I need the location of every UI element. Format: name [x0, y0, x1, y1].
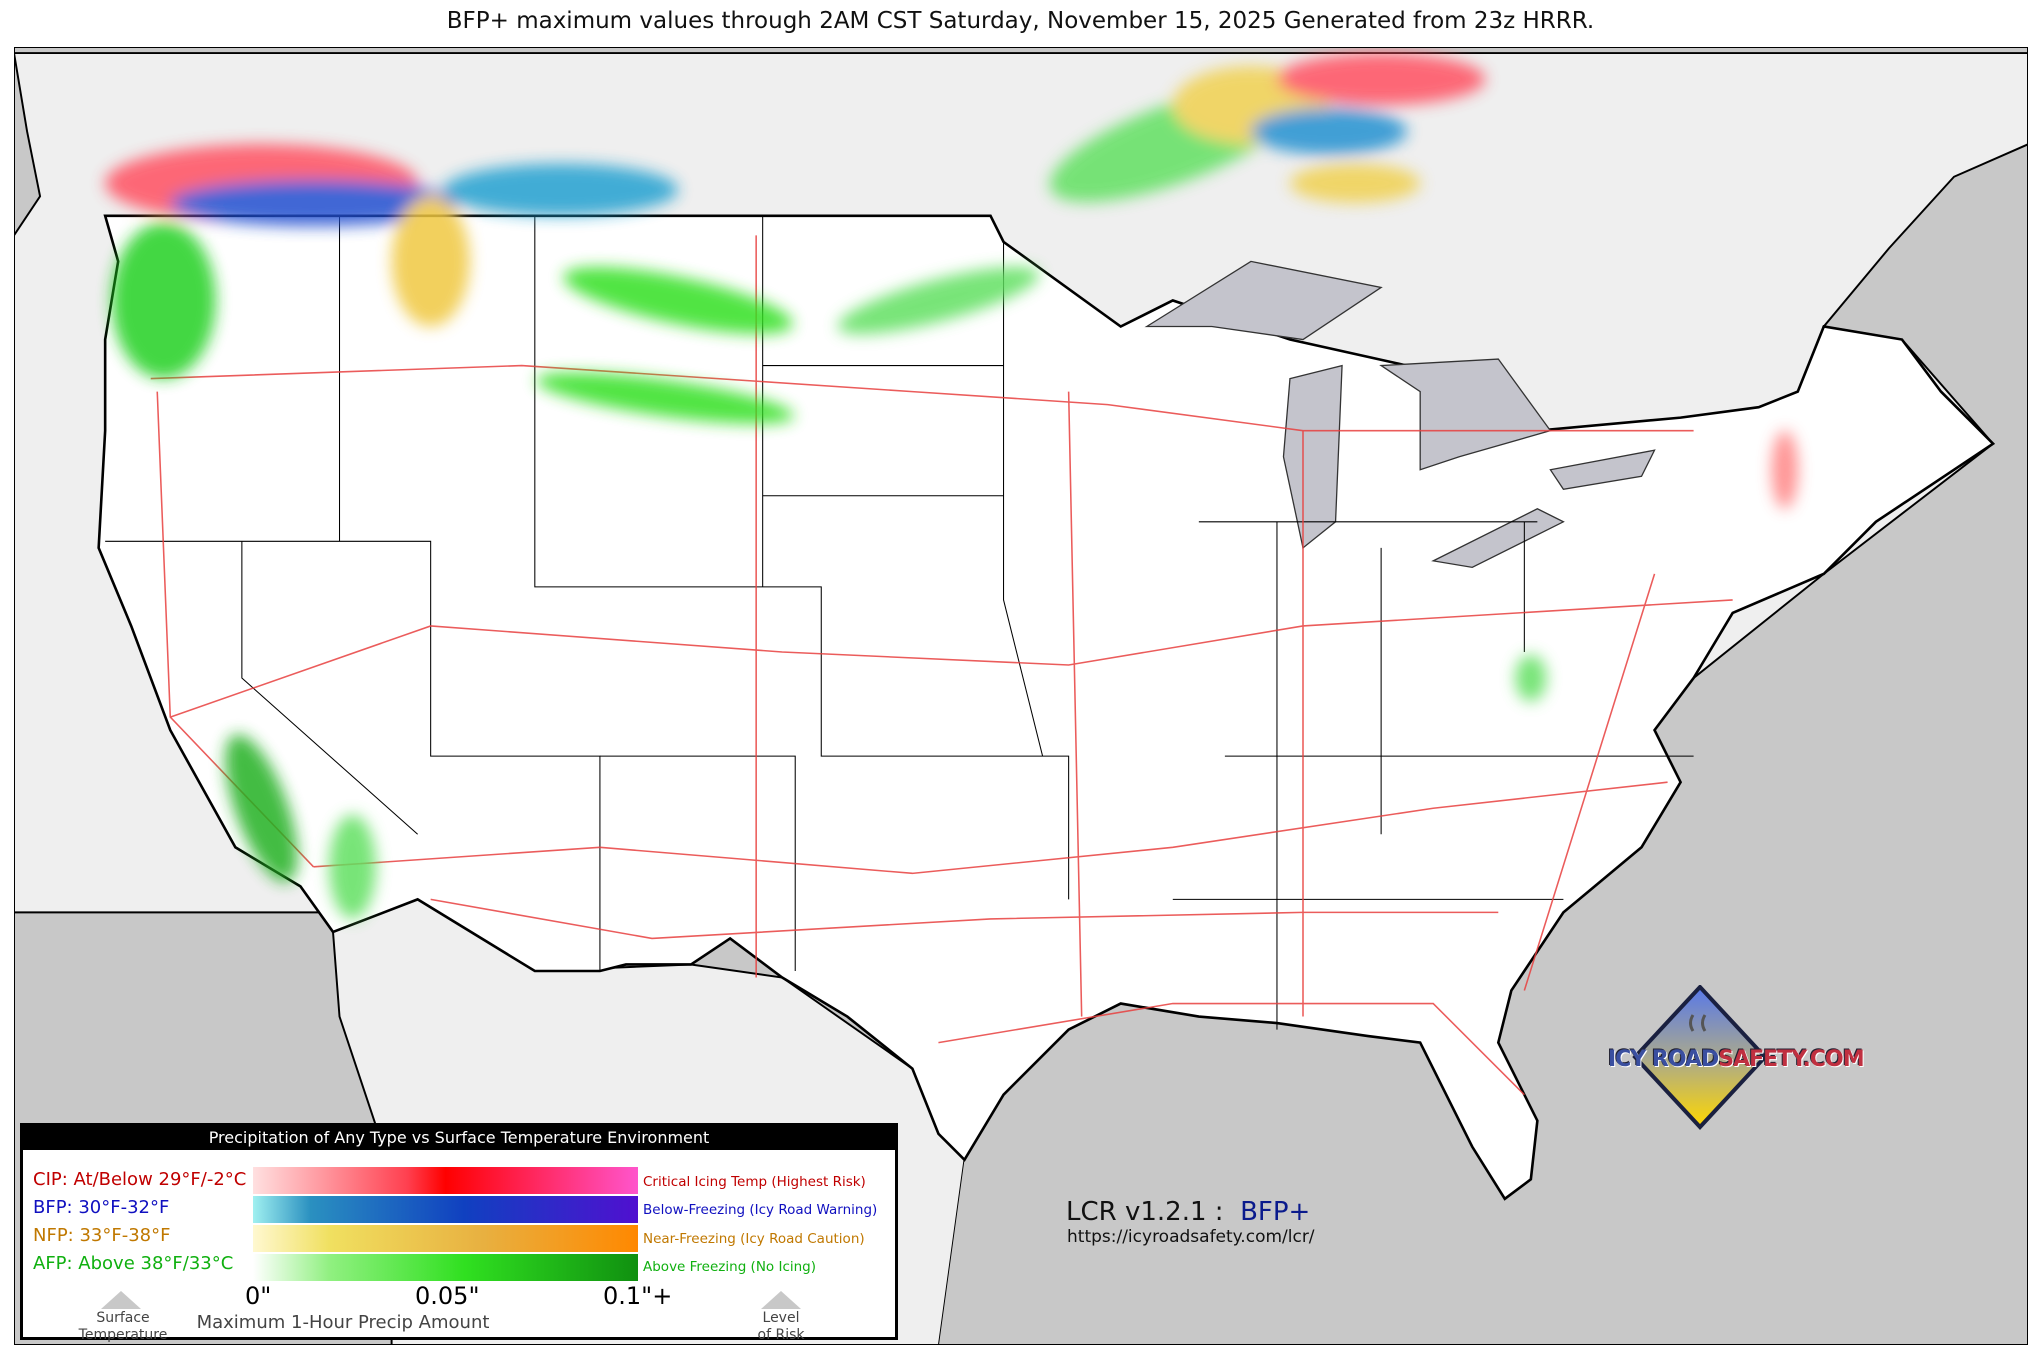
source-url[interactable]: https://icyroadsafety.com/lcr/ — [1067, 1227, 1315, 1247]
us-land — [97, 214, 1996, 1201]
legend-desc-cip: Critical Icing Temp (Highest Risk) — [643, 1174, 866, 1190]
legend-label-afp: AFP: Above 38°F/33°C — [33, 1253, 234, 1274]
legend-xlabel: Maximum 1-Hour Precip Amount — [196, 1312, 490, 1333]
legend-desc-bfp: Below-Freezing (Icy Road Warning) — [643, 1202, 878, 1218]
tick-01: 0.1"+ — [603, 1282, 673, 1310]
state-borders — [105, 215, 1694, 1030]
map-title: BFP+ maximum values through 2AM CST Satu… — [446, 8, 1595, 34]
icyroadsafety-logo — [1632, 985, 1768, 1130]
triangle-icon — [761, 1291, 801, 1309]
legend-right-caption: Level of Risk — [757, 1310, 805, 1343]
tick-005: 0.05" — [415, 1282, 480, 1310]
gradient-bar-afp — [253, 1254, 638, 1281]
legend-desc-afp: Above Freezing (No Icing) — [643, 1259, 817, 1275]
version-text: LCR v1.2.1 : — [1066, 1197, 1224, 1227]
legend-desc-nfp: Near-Freezing (Icy Road Caution) — [643, 1231, 865, 1247]
product-text: BFP+ — [1240, 1197, 1311, 1227]
legend-label-bfp: BFP: 30°F-32°F — [33, 1197, 170, 1218]
gradient-bar-nfp — [253, 1225, 638, 1252]
gradient-bar-bfp — [253, 1196, 638, 1223]
legend-label-nfp: NFP: 33°F-38°F — [33, 1225, 171, 1246]
logo-text: ICY ROADSAFETY.COM — [1608, 1047, 1865, 1072]
precip-areas — [105, 53, 1798, 919]
legend-header: Precipitation of Any Type vs Surface Tem… — [23, 1126, 895, 1150]
legend: Precipitation of Any Type vs Surface Tem… — [20, 1123, 898, 1343]
triangle-icon — [101, 1291, 141, 1309]
gradient-bar-cip — [253, 1167, 638, 1194]
legend-label-cip: CIP: At/Below 29°F/-2°C — [33, 1169, 247, 1190]
tick-0: 0" — [245, 1282, 272, 1310]
version-label: LCR v1.2.1 : BFP+ — [1066, 1197, 1310, 1227]
gulf-ocean — [939, 1023, 2027, 1344]
great-lakes — [1144, 260, 1656, 569]
highways — [150, 235, 1733, 1096]
legend-left-caption: Surface Temperature — [78, 1310, 168, 1343]
